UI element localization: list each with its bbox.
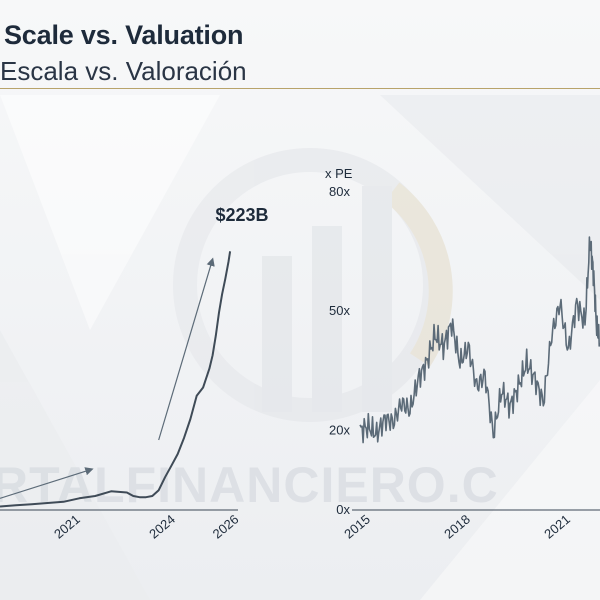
- x-tick-label: 2018: [441, 512, 473, 542]
- series-line: [359, 236, 600, 444]
- watermark-bar-icon: [262, 256, 292, 412]
- trend-arrow: [158, 257, 215, 441]
- x-tick-label: 2026: [210, 512, 242, 542]
- series-line: [0, 251, 232, 508]
- y-tick-label: 80x: [329, 184, 350, 199]
- title-divider: [0, 88, 600, 89]
- page-subtitle: Escala vs. Valoración: [0, 56, 247, 86]
- data-label-peak: $223B: [215, 205, 268, 225]
- watermark-arc-icon: [384, 182, 453, 367]
- background-facet: [420, 380, 600, 600]
- watermark-bar-icon: [312, 226, 342, 412]
- page-title: Scale vs. Valuation: [4, 20, 244, 50]
- background-facet: [380, 95, 600, 300]
- trend-arrow: [0, 467, 94, 499]
- watermark-text: RTALFINANCIERO.C: [0, 457, 499, 513]
- y-axis-label: x PE: [325, 166, 353, 181]
- y-tick-label: 20x: [329, 422, 350, 437]
- y-tick-label: 50x: [329, 303, 350, 318]
- y-tick-label: 0x: [336, 502, 350, 517]
- x-tick-label: 2021: [51, 512, 83, 542]
- background-facet: [0, 95, 220, 330]
- background-facets: [0, 95, 600, 600]
- x-tick-label: 2024: [146, 512, 178, 542]
- watermark-logo: [173, 148, 453, 422]
- background-facet: [0, 330, 150, 600]
- watermark-bar-icon: [362, 186, 392, 412]
- x-tick-label: 2021: [541, 512, 573, 542]
